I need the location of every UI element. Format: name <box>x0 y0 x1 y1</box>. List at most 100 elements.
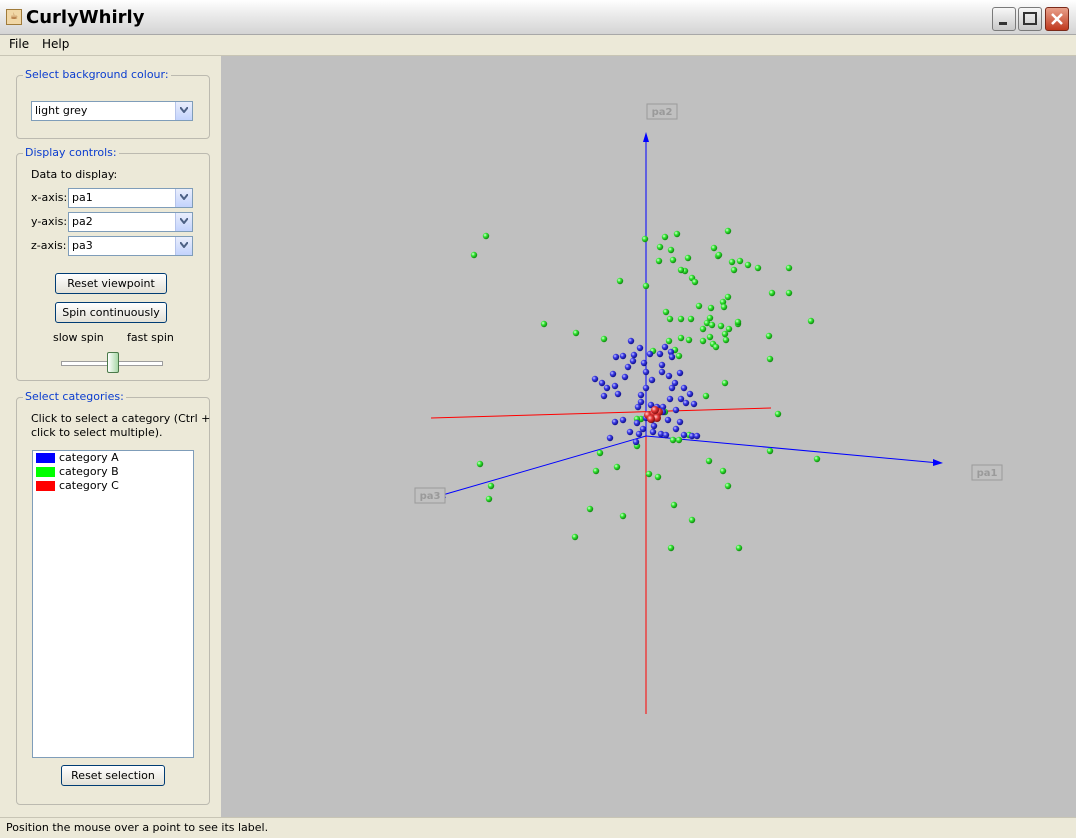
data-point-category-b[interactable] <box>768 289 776 297</box>
data-point-category-b[interactable] <box>695 302 703 310</box>
data-point-category-a[interactable] <box>629 357 637 365</box>
data-point-category-b[interactable] <box>735 544 743 552</box>
data-point-category-b[interactable] <box>667 544 675 552</box>
data-point-category-a[interactable] <box>632 438 640 446</box>
data-point-category-b[interactable] <box>719 298 727 306</box>
data-point-category-a[interactable] <box>665 372 673 380</box>
menu-help[interactable]: Help <box>42 37 70 51</box>
data-point-category-b[interactable] <box>645 470 653 478</box>
data-point-category-a[interactable] <box>658 368 666 376</box>
data-point-category-b[interactable] <box>706 333 714 341</box>
data-point-category-a[interactable] <box>637 391 645 399</box>
chevron-down-icon[interactable] <box>175 189 192 207</box>
data-point-category-b[interactable] <box>476 460 484 468</box>
data-point-category-a[interactable] <box>633 419 641 427</box>
list-item-category-b[interactable]: category B <box>33 465 193 479</box>
data-point-category-a[interactable] <box>650 422 658 430</box>
data-point-category-b[interactable] <box>699 325 707 333</box>
data-point-category-b[interactable] <box>699 337 707 345</box>
minimize-button[interactable] <box>992 7 1016 31</box>
data-point-category-b[interactable] <box>677 334 685 342</box>
data-point-category-a[interactable] <box>671 379 679 387</box>
data-point-category-b[interactable] <box>744 261 752 269</box>
data-point-category-a[interactable] <box>611 382 619 390</box>
data-point-category-b[interactable] <box>669 436 677 444</box>
data-point-category-b[interactable] <box>669 256 677 264</box>
data-point-category-b[interactable] <box>596 449 604 457</box>
data-point-category-b[interactable] <box>785 289 793 297</box>
data-point-category-b[interactable] <box>765 332 773 340</box>
data-point-category-b[interactable] <box>685 336 693 344</box>
data-point-category-a[interactable] <box>646 350 654 358</box>
x-axis-dropdown[interactable]: pa1 <box>68 188 193 208</box>
data-point-category-a[interactable] <box>603 384 611 392</box>
data-point-category-a[interactable] <box>624 363 632 371</box>
data-point-category-b[interactable] <box>662 308 670 316</box>
menu-file[interactable]: File <box>9 37 30 51</box>
data-point-category-b[interactable] <box>774 410 782 418</box>
data-point-category-a[interactable] <box>658 361 666 369</box>
data-points[interactable] <box>470 227 821 552</box>
data-point-category-b[interactable] <box>717 322 725 330</box>
data-point-category-c[interactable] <box>647 415 655 423</box>
data-point-category-a[interactable] <box>634 403 642 411</box>
data-point-category-b[interactable] <box>485 495 493 503</box>
data-point-category-a[interactable] <box>676 418 684 426</box>
list-item-category-c[interactable]: category C <box>33 479 193 493</box>
close-button[interactable] <box>1045 7 1069 31</box>
data-point-category-b[interactable] <box>707 304 715 312</box>
chevron-down-icon[interactable] <box>175 237 192 255</box>
data-point-category-b[interactable] <box>616 277 624 285</box>
data-point-category-b[interactable] <box>675 436 683 444</box>
data-point-category-a[interactable] <box>600 392 608 400</box>
data-point-category-a[interactable] <box>619 416 627 424</box>
data-point-category-a[interactable] <box>612 353 620 361</box>
data-point-category-b[interactable] <box>807 317 815 325</box>
data-point-category-b[interactable] <box>724 227 732 235</box>
data-point-category-b[interactable] <box>691 278 699 286</box>
data-point-category-b[interactable] <box>736 257 744 265</box>
data-point-category-a[interactable] <box>677 395 685 403</box>
data-point-category-a[interactable] <box>637 398 645 406</box>
data-point-category-a[interactable] <box>635 430 643 438</box>
data-point-category-a[interactable] <box>659 403 667 411</box>
data-point-category-a[interactable] <box>693 432 701 440</box>
background-colour-dropdown[interactable]: light grey <box>31 101 193 121</box>
z-axis-dropdown[interactable]: pa3 <box>68 236 193 256</box>
data-point-category-a[interactable] <box>682 399 690 407</box>
y-axis-dropdown[interactable]: pa2 <box>68 212 193 232</box>
data-point-category-b[interactable] <box>705 457 713 465</box>
data-point-category-b[interactable] <box>703 319 711 327</box>
spin-speed-slider-thumb[interactable] <box>107 352 119 373</box>
data-point-category-b[interactable] <box>654 473 662 481</box>
data-point-category-b[interactable] <box>600 335 608 343</box>
data-point-category-a[interactable] <box>642 368 650 376</box>
data-point-category-b[interactable] <box>619 512 627 520</box>
plot-canvas[interactable]: pa2 pa1 pa3 <box>221 56 1076 817</box>
data-point-category-b[interactable] <box>571 533 579 541</box>
data-point-category-a[interactable] <box>680 431 688 439</box>
data-point-category-b[interactable] <box>766 355 774 363</box>
data-point-category-a[interactable] <box>630 351 638 359</box>
data-point-category-a[interactable] <box>627 337 635 345</box>
data-point-category-b[interactable] <box>572 329 580 337</box>
data-point-category-a[interactable] <box>672 406 680 414</box>
data-point-category-b[interactable] <box>766 447 774 455</box>
data-point-category-b[interactable] <box>710 244 718 252</box>
data-point-category-b[interactable] <box>721 379 729 387</box>
data-point-category-a[interactable] <box>672 425 680 433</box>
data-point-category-b[interactable] <box>728 258 736 266</box>
data-point-category-b[interactable] <box>661 233 669 241</box>
data-point-category-b[interactable] <box>540 320 548 328</box>
data-point-category-a[interactable] <box>609 370 617 378</box>
data-point-category-a[interactable] <box>647 401 655 409</box>
data-point-category-b[interactable] <box>470 251 478 259</box>
data-point-category-b[interactable] <box>675 352 683 360</box>
data-point-category-b[interactable] <box>656 243 664 251</box>
data-point-category-b[interactable] <box>813 455 821 463</box>
list-item-category-a[interactable]: category A <box>33 451 193 465</box>
data-point-category-b[interactable] <box>730 266 738 274</box>
data-point-category-a[interactable] <box>642 384 650 392</box>
data-point-category-b[interactable] <box>642 282 650 290</box>
chevron-down-icon[interactable] <box>175 213 192 231</box>
